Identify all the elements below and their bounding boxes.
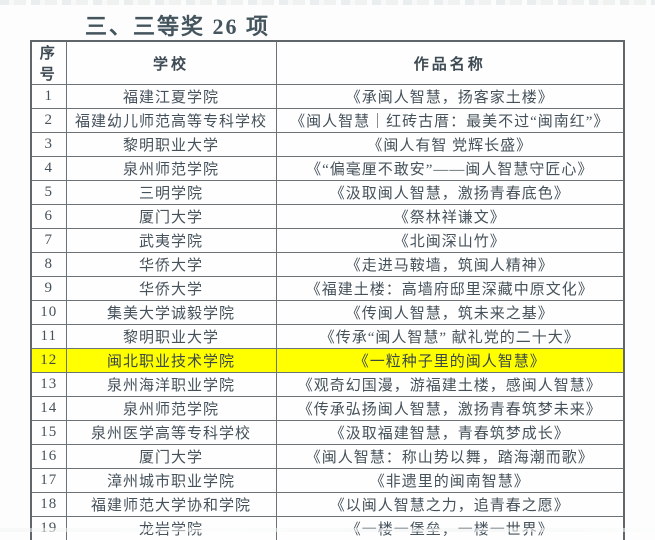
cell-work: 《闽人有智 党辉长盛》 [275,132,625,157]
cell-no: 12 [30,348,67,373]
header-cell-school: 学校 [65,40,277,85]
cell-school: 华侨大学 [65,252,277,277]
cell-school: 泉州师范学院 [65,156,277,181]
cell-no: 9 [30,276,67,301]
cell-school: 闽北职业技术学院 [65,348,277,373]
awards-table: 序号 学校 作品名称 1 福建江夏学院 《承闽人智慧，扬客家土楼》 2 福建幼儿师范高等… [30,40,625,540]
cell-work: 《一粒种子里的闽人智慧》 [275,348,625,373]
cell-no: 5 [30,180,67,205]
table-row: 3 黎明职业大学 《闽人有智 党辉长盛》 [30,132,625,157]
cell-work: 《观奇幻国漫，游福建土楼，感闽人智慧》 [275,372,625,397]
cell-work: 《闽人智慧｜红砖古厝：最美不过“闽南红”》 [275,108,625,133]
cell-work: 《“偏毫厘不敢安”——闽人智慧守匠心》 [275,156,625,181]
cell-work: 《传承“闽人智慧” 献礼党的二十大》 [275,324,625,349]
table-row: 13 泉州海洋职业学院 《观奇幻国漫，游福建土楼，感闽人智慧》 [30,372,625,397]
cell-school: 黎明职业大学 [65,324,277,349]
cell-work: 《走进马鞍墙，筑闽人精神》 [275,252,625,277]
cell-no: 1 [30,84,67,109]
table-row: 4 泉州师范学院 《“偏毫厘不敢安”——闽人智慧守匠心》 [30,156,625,181]
table-row: 11 黎明职业大学 《传承“闽人智慧” 献礼党的二十大》 [30,324,625,349]
cell-no: 4 [30,156,67,181]
header-cell-work: 作品名称 [275,40,625,85]
table-row: 15 泉州医学高等专科学校 《汲取福建智慧，青春筑梦成长》 [30,420,625,445]
cell-school: 集美大学诚毅学院 [65,300,277,325]
cell-school: 黎明职业大学 [65,132,277,157]
cell-school: 漳州城市职业学院 [65,468,277,493]
page-title: 三、三等奖 26 项 [85,14,271,39]
cell-no: 2 [30,108,67,133]
cell-school: 泉州海洋职业学院 [65,372,277,397]
cell-school: 泉州医学高等专科学校 [65,420,277,445]
header-row: 序号 学校 作品名称 [30,40,625,85]
cell-no: 8 [30,252,67,277]
cell-no: 10 [30,300,67,325]
header-cell-no: 序号 [30,40,67,85]
cell-work: 《福建土楼：高墙府邸里深藏中原文化》 [275,276,625,301]
cell-work: 《承闽人智慧，扬客家土楼》 [275,84,625,109]
cell-school: 福建师范大学协和学院 [65,492,277,517]
cell-no: 6 [30,204,67,229]
cell-no: 17 [30,468,67,493]
cell-no: 11 [30,324,67,349]
table-row: 18 福建师范大学协和学院 《以闽人智慧之力，追青春之愿》 [30,492,625,517]
cell-school: 福建幼儿师范高等专科学校 [65,108,277,133]
cell-work: 《传闽人智慧，筑未来之基》 [275,300,625,325]
cell-work: 《祭林祥谦文》 [275,204,625,229]
cell-no: 13 [30,372,67,397]
cell-school: 厦门大学 [65,444,277,469]
table-row: 16 厦门大学 《闽人智慧：称山势以舞，踏海潮而歌》 [30,444,625,469]
cell-work: 《汲取闽人智慧，激扬青春底色》 [275,180,625,205]
cell-school: 三明学院 [65,180,277,205]
cell-no: 7 [30,228,67,253]
cell-work: 《汲取福建智慧，青春筑梦成长》 [275,420,625,445]
table-row: 7 武夷学院 《北闽深山竹》 [30,228,625,253]
cell-work: 《传承弘扬闽人智慧，激扬青春筑梦未来》 [275,396,625,421]
cell-no: 18 [30,492,67,517]
cell-school: 华侨大学 [65,276,277,301]
table-row: 14 泉州师范学院 《传承弘扬闽人智慧，激扬青春筑梦未来》 [30,396,625,421]
cell-no: 3 [30,132,67,157]
cell-school: 武夷学院 [65,228,277,253]
cell-work: 《闽人智慧：称山势以舞，踏海潮而歌》 [275,444,625,469]
scan-artifact-bottom [0,528,655,532]
table-row: 9 华侨大学 《福建土楼：高墙府邸里深藏中原文化》 [30,276,625,301]
cell-school: 厦门大学 [65,204,277,229]
cell-school: 泉州师范学院 [65,396,277,421]
cell-work: 《非遗里的闽南智慧》 [275,468,625,493]
cell-school: 福建江夏学院 [65,84,277,109]
scan-artifact-top [0,0,655,5]
table-row: 5 三明学院 《汲取闽人智慧，激扬青春底色》 [30,180,625,205]
table-row: 12 闽北职业技术学院 《一粒种子里的闽人智慧》 [30,348,625,373]
cell-work: 《以闽人智慧之力，追青春之愿》 [275,492,625,517]
cell-work: 《北闽深山竹》 [275,228,625,253]
cell-no: 16 [30,444,67,469]
cell-no: 15 [30,420,67,445]
table-row: 1 福建江夏学院 《承闽人智慧，扬客家土楼》 [30,84,625,109]
table-row: 8 华侨大学 《走进马鞍墙，筑闽人精神》 [30,252,625,277]
table-row: 6 厦门大学 《祭林祥谦文》 [30,204,625,229]
cell-no: 14 [30,396,67,421]
table-row: 17 漳州城市职业学院 《非遗里的闽南智慧》 [30,468,625,493]
table-row: 2 福建幼儿师范高等专科学校 《闽人智慧｜红砖古厝：最美不过“闽南红”》 [30,108,625,133]
table-row: 10 集美大学诚毅学院 《传闽人智慧，筑未来之基》 [30,300,625,325]
